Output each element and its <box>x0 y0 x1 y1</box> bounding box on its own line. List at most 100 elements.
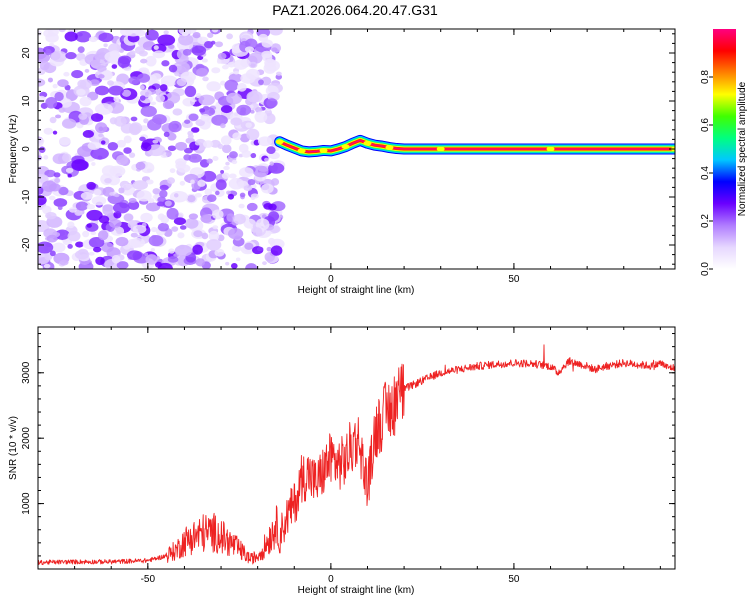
noise-blob <box>123 135 132 144</box>
noise-blob <box>172 108 183 116</box>
noise-blob <box>270 245 283 256</box>
colorbar-tick-label: 0.6 <box>700 118 711 132</box>
noise-blob <box>80 191 93 200</box>
noise-blob <box>111 254 121 264</box>
y-tick-label: 20 <box>21 47 32 59</box>
noise-blob <box>220 105 233 114</box>
noise-blob <box>226 190 231 195</box>
noise-blob <box>116 154 129 166</box>
noise-blob <box>88 237 105 248</box>
colorbar-ticks: 0.0 0.2 0.4 0.6 0.8 <box>700 70 713 276</box>
noise-blob <box>116 261 129 269</box>
noise-blob <box>206 158 213 164</box>
noise-blob <box>152 50 166 59</box>
noise-blob <box>174 244 193 257</box>
noise-blob <box>162 100 174 110</box>
noise-blob <box>266 98 278 108</box>
noise-blob <box>118 55 132 65</box>
noise-blob <box>98 230 109 241</box>
noise-blob <box>107 175 120 186</box>
noise-blob <box>123 147 132 154</box>
noise-blob <box>53 172 61 178</box>
y-tick-label: 2000 <box>21 427 32 450</box>
snr-line <box>38 344 675 566</box>
noise-blob <box>54 178 61 183</box>
noise-blob <box>197 179 206 187</box>
noise-blob <box>266 246 272 252</box>
noise-blob <box>208 230 220 242</box>
noise-blob <box>84 53 101 66</box>
noise-blob <box>226 92 242 105</box>
noise-blob <box>246 128 260 141</box>
noise-blob <box>58 186 69 196</box>
noise-blob <box>140 142 152 152</box>
noise-blob <box>177 212 184 219</box>
noise-blob <box>241 150 252 158</box>
noise-blob <box>109 50 120 59</box>
noise-blob <box>111 64 118 69</box>
noise-blob <box>90 147 109 160</box>
noise-blob <box>38 253 50 265</box>
noise-blob <box>212 225 219 230</box>
noise-blob <box>51 242 66 253</box>
noise-blob <box>269 161 274 166</box>
noise-blob <box>250 152 257 159</box>
noise-blob <box>148 235 164 247</box>
y-tick-label: 3000 <box>21 361 32 384</box>
snr-xlabel: Height of straight line (km) <box>298 585 415 596</box>
ridge-node <box>319 147 328 153</box>
noise-blob <box>55 229 70 240</box>
noise-blob <box>38 181 43 188</box>
noise-blob <box>88 251 95 256</box>
ridge-node <box>341 144 350 150</box>
noise-blob <box>163 131 170 138</box>
spectrogram-ridge <box>274 134 675 158</box>
noise-blob <box>107 141 119 151</box>
noise-blob <box>220 80 226 86</box>
noise-blob <box>261 50 273 59</box>
noise-blob <box>276 71 282 76</box>
noise-blob <box>150 101 157 106</box>
noise-blob <box>215 179 227 191</box>
noise-blob <box>187 134 194 139</box>
noise-blob <box>182 97 195 107</box>
noise-blob <box>138 50 148 57</box>
noise-blob <box>132 180 148 190</box>
noise-blob <box>243 185 253 192</box>
noise-blob <box>159 184 169 191</box>
colorbar-label: Normalized spectral amplitude <box>737 81 748 216</box>
noise-blob <box>246 202 258 212</box>
noise-blob <box>135 161 146 170</box>
noise-blob <box>57 79 69 88</box>
noise-blob <box>188 153 202 163</box>
noise-blob <box>139 95 146 101</box>
noise-blob <box>221 172 230 179</box>
snr-ylabel: SNR (10 * v/v) <box>8 416 19 480</box>
colorbar-tick-label: 0.8 <box>700 70 711 84</box>
noise-blob <box>262 261 267 266</box>
noise-blob <box>211 114 228 126</box>
noise-blob <box>59 259 69 266</box>
noise-blob <box>58 107 66 113</box>
noise-blob <box>67 173 72 178</box>
noise-blob <box>210 139 221 148</box>
noise-blob <box>231 159 238 165</box>
noise-blob <box>227 193 235 200</box>
noise-blob <box>230 263 238 269</box>
noise-blob <box>55 114 62 119</box>
noise-blob <box>86 181 96 190</box>
noise-blob <box>169 168 176 174</box>
noise-blob <box>155 94 166 103</box>
noise-blob <box>169 190 189 203</box>
noise-blob <box>123 213 134 222</box>
noise-blob <box>151 73 162 81</box>
noise-blob <box>109 165 126 177</box>
noise-blob <box>90 231 97 236</box>
noise-blob <box>74 30 92 43</box>
noise-blob <box>227 61 236 68</box>
noise-blob <box>188 113 199 121</box>
noise-blob <box>104 177 112 184</box>
noise-blob <box>188 213 199 220</box>
noise-blob <box>126 250 143 261</box>
noise-blob <box>244 242 254 250</box>
